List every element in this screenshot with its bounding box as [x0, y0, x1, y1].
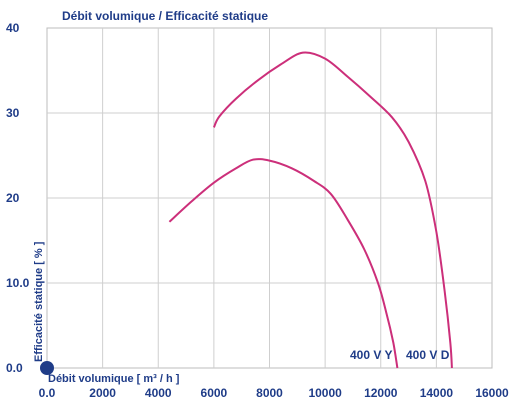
x-tick-label: 6000 — [201, 386, 228, 400]
y-tick-labels: 0.0 10.0 20 30 40 — [6, 21, 30, 375]
x-tick-label: 0.0 — [39, 386, 56, 400]
x-tick-label: 10000 — [308, 386, 342, 400]
series-line-1 — [212, 51, 453, 369]
gridlines — [47, 28, 492, 368]
y-tick-label: 20 — [6, 191, 20, 205]
x-tick-labels: 0.0 2000 4000 6000 8000 10000 12000 14000 16000 — [39, 386, 509, 400]
x-tick-label: 4000 — [145, 386, 172, 400]
series-lines — [168, 51, 453, 369]
y-tick-label: 10.0 — [6, 276, 30, 290]
origin-marker — [40, 361, 54, 375]
series-line-0 — [168, 158, 399, 369]
x-tick-label: 12000 — [364, 386, 398, 400]
x-axis-label: Débit volumique [ m³ / h ] — [48, 373, 180, 385]
x-tick-label: 2000 — [89, 386, 116, 400]
x-tick-label: 8000 — [256, 386, 283, 400]
y-tick-label: 30 — [6, 106, 20, 120]
chart-title: Débit volumique / Efficacité statique — [62, 9, 268, 23]
y-tick-label: 40 — [6, 21, 20, 35]
x-tick-label: 16000 — [475, 386, 509, 400]
x-tick-label: 14000 — [420, 386, 454, 400]
series-label-400vy: 400 V Y — [350, 348, 392, 362]
y-axis-label: Efficacité statique [ % ] — [33, 241, 45, 362]
y-tick-label: 0.0 — [6, 361, 23, 375]
series-label-400vd: 400 V D — [406, 348, 450, 362]
